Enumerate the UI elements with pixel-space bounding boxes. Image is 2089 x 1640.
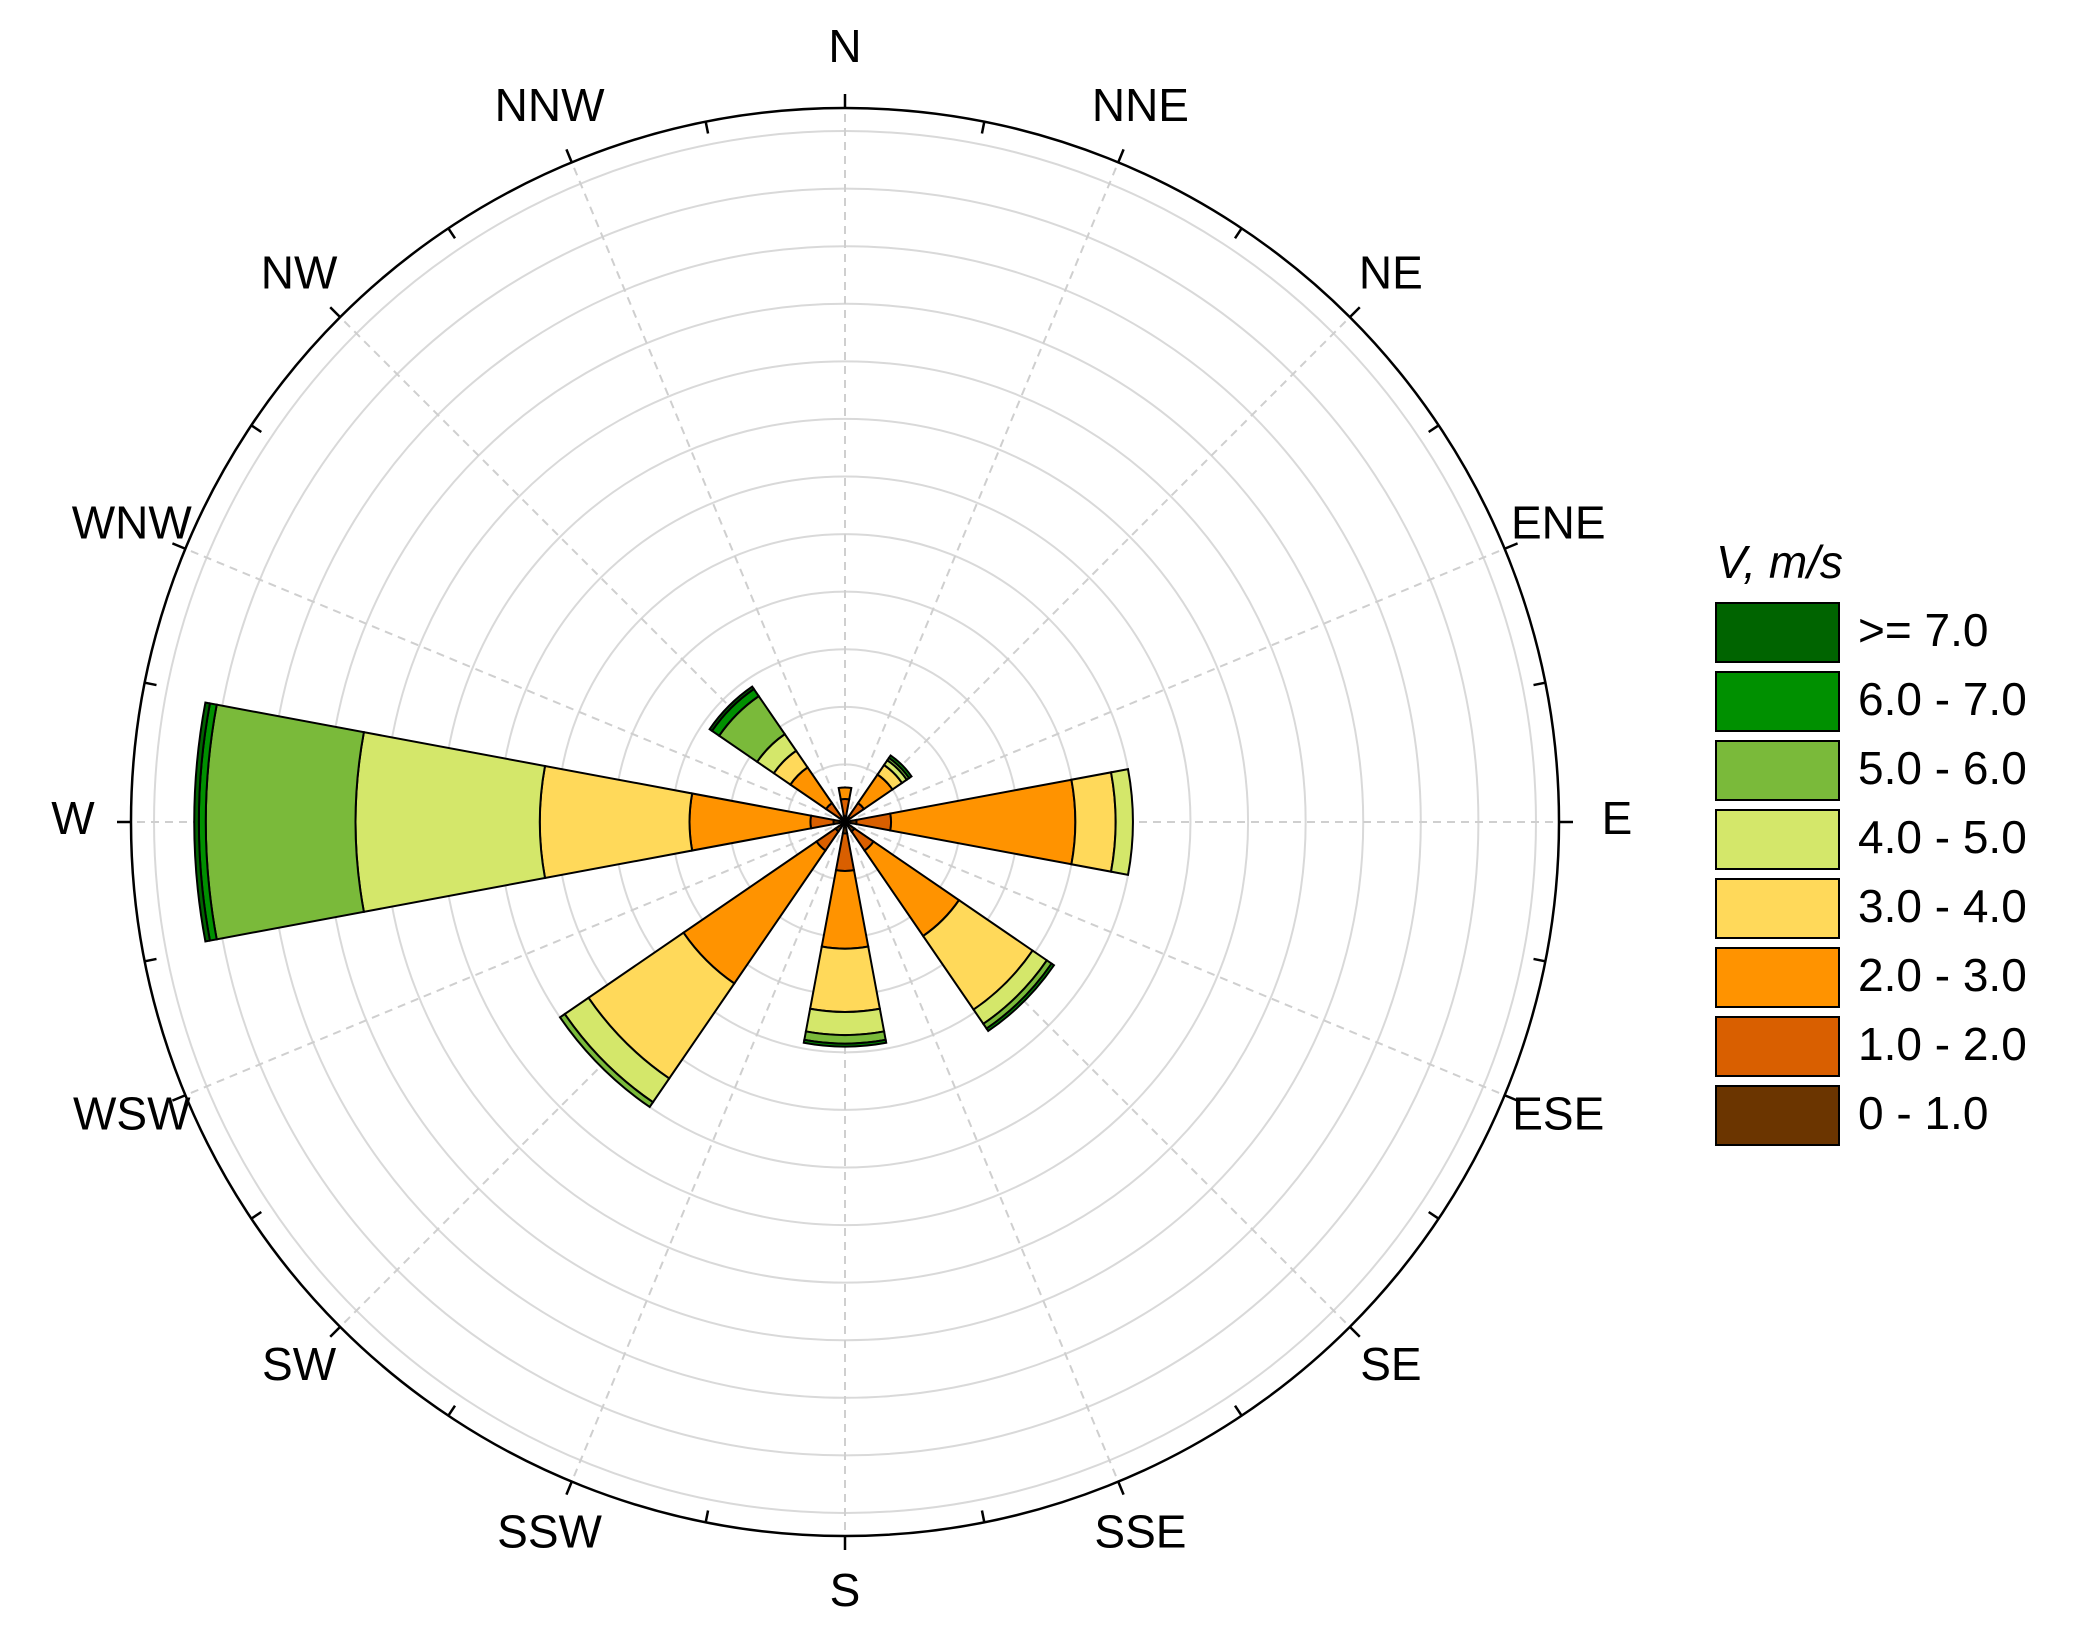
wind-segment: [688, 792, 813, 852]
direction-label: SSE: [1094, 1505, 1186, 1557]
direction-label: WNW: [72, 497, 193, 549]
axis-tick: [329, 1325, 342, 1338]
direction-label: SE: [1360, 1338, 1421, 1390]
direction-spoke: [844, 161, 1120, 823]
legend-label: 3.0 - 4.0: [1858, 880, 2027, 932]
wind-segment: [887, 754, 913, 780]
axis-tick: [171, 542, 186, 550]
legend-label: 0 - 1.0: [1858, 1087, 1988, 1139]
direction-label: WSW: [73, 1088, 191, 1140]
direction-label: SSW: [497, 1505, 602, 1557]
wind-segment: [985, 962, 1056, 1033]
axis-tick: [1427, 1210, 1440, 1220]
axis-tick: [447, 1404, 457, 1417]
legend-swatch: [1715, 809, 1840, 870]
direction-spoke: [844, 821, 1120, 1483]
direction-label: NE: [1359, 246, 1423, 298]
direction-label: ENE: [1511, 497, 1606, 549]
direction-spoke: [570, 821, 846, 1483]
direction-label: N: [828, 20, 861, 72]
wind-segment: [839, 797, 851, 818]
direction-label: NNE: [1092, 79, 1189, 131]
axis-tick: [171, 1094, 186, 1102]
legend-swatch: [1715, 740, 1840, 801]
axis-tick: [1348, 1325, 1361, 1338]
wind-segment: [837, 786, 853, 801]
axis-tick: [1117, 1481, 1125, 1496]
legend-label: 2.0 - 3.0: [1858, 949, 2027, 1001]
axis-tick: [1233, 227, 1243, 240]
wind-segment: [1109, 767, 1134, 877]
axis-tick: [1533, 681, 1546, 687]
wind-segment: [802, 1038, 888, 1048]
direction-spoke: [184, 547, 846, 823]
axis-tick: [1427, 424, 1440, 434]
direction-spoke: [570, 161, 846, 823]
axis-tick: [1504, 1094, 1519, 1102]
axis-tick: [565, 148, 573, 163]
axis-tick: [1348, 306, 1361, 319]
axis-tick: [1117, 148, 1125, 163]
legend-label: 1.0 - 2.0: [1858, 1018, 2027, 1070]
legend-swatch: [1715, 602, 1840, 663]
legend-label: >= 7.0: [1858, 604, 1988, 656]
axis-tick: [447, 227, 457, 240]
direction-spoke: [844, 821, 1506, 1097]
legend-label: 4.0 - 5.0: [1858, 811, 2027, 863]
axis-tick: [704, 121, 710, 134]
axis-tick: [1504, 542, 1519, 550]
axis-tick: [250, 1210, 263, 1220]
legend-swatch: [1715, 947, 1840, 1008]
direction-label: NNW: [495, 79, 605, 131]
legend-swatch: [1715, 878, 1840, 939]
axis-tick: [980, 1510, 986, 1523]
axis-tick: [144, 681, 157, 687]
direction-spoke: [184, 821, 846, 1097]
direction-label: NW: [261, 246, 338, 298]
wind-segment: [708, 685, 756, 733]
wind-segment: [193, 701, 212, 943]
axis-tick: [1533, 957, 1546, 963]
direction-spoke: [844, 316, 1351, 823]
wind-segment: [804, 1007, 886, 1036]
axis-tick: [704, 1510, 710, 1523]
legend-swatch: [1715, 1085, 1840, 1146]
legend-swatch: [1715, 671, 1840, 732]
axis-tick: [144, 957, 157, 963]
direction-label: SW: [262, 1338, 337, 1390]
wind-segment: [558, 1012, 655, 1109]
direction-spoke: [844, 547, 1506, 823]
wind-segment: [538, 764, 694, 880]
wind-segment: [889, 778, 1077, 866]
axis-tick: [329, 306, 342, 319]
legend-swatch: [1715, 1016, 1840, 1077]
wind-segment: [1070, 771, 1117, 873]
axis-tick: [980, 121, 986, 134]
wind-segment: [808, 945, 882, 1013]
direction-label: E: [1602, 792, 1633, 844]
axis-tick: [1233, 1404, 1243, 1417]
wind-segment: [354, 731, 547, 913]
wind-segment: [204, 703, 366, 941]
direction-label: W: [51, 792, 95, 844]
axis-tick: [250, 424, 263, 434]
direction-label: ESE: [1512, 1088, 1604, 1140]
wind-segment: [809, 814, 835, 830]
legend-label: 6.0 - 7.0: [1858, 673, 2027, 725]
wind-segment: [820, 868, 870, 950]
legend-title: V, m/s: [1716, 536, 1843, 588]
direction-label: S: [830, 1564, 861, 1616]
axis-tick: [565, 1481, 573, 1496]
legend-label: 5.0 - 6.0: [1858, 742, 2027, 794]
